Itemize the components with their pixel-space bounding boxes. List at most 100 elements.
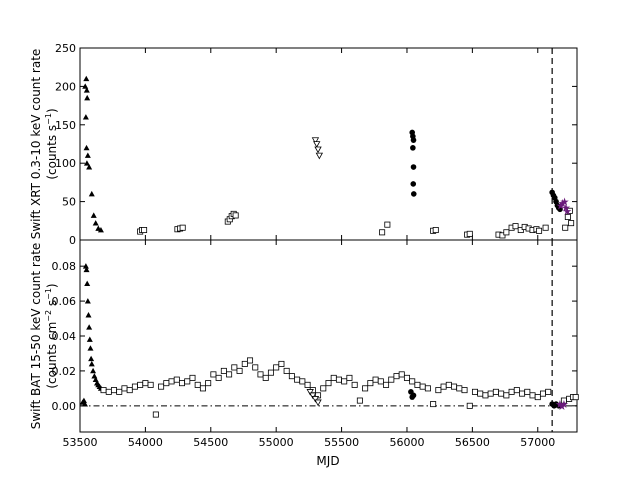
xrt-point-triangle-down bbox=[313, 141, 321, 148]
bat-point-square bbox=[409, 378, 416, 385]
bat-point-square bbox=[466, 402, 473, 409]
bat-point-triangle bbox=[91, 373, 98, 379]
xrt-point-triangle bbox=[84, 152, 91, 158]
bat-y-axis-label: Swift BAT 15-50 keV count rate bbox=[29, 243, 43, 430]
xrt-point-square bbox=[466, 230, 473, 237]
bat-point-star: ★ bbox=[555, 398, 565, 411]
xrt-point-star: ★ bbox=[560, 196, 570, 209]
xrt-point-square bbox=[379, 229, 386, 236]
bat-point-square bbox=[247, 357, 254, 364]
bat-point-square bbox=[226, 371, 233, 378]
xrt-point-circle bbox=[410, 137, 417, 143]
xrt-point-square bbox=[499, 232, 506, 239]
bat-y-tick-label: 0.04 bbox=[52, 330, 77, 343]
xrt-point-square bbox=[232, 212, 239, 219]
xrt-panel: 0 50 100 150 200 250 ★★★★★ Swift XRT 0.3-10 k… bbox=[29, 42, 578, 247]
xrt-point-triangle bbox=[92, 220, 99, 226]
x-tick-label: 53500 bbox=[63, 436, 98, 449]
bat-y-tick-label: 0.02 bbox=[52, 365, 77, 378]
xrt-point-square bbox=[536, 227, 543, 234]
bat-point-triangle bbox=[86, 336, 93, 342]
bat-point-triangle bbox=[85, 312, 92, 318]
bat-point-triangle-down bbox=[306, 389, 314, 396]
bat-point-square bbox=[383, 381, 390, 388]
xrt-point-triangle bbox=[97, 227, 104, 233]
xrt-point-square bbox=[566, 207, 573, 214]
bat-point-square bbox=[163, 380, 170, 387]
xrt-y-tick-label: 250 bbox=[55, 42, 76, 55]
x-tick-label: 56500 bbox=[455, 436, 490, 449]
bat-point-triangle bbox=[90, 367, 97, 374]
x-tick-label: 55000 bbox=[259, 436, 294, 449]
bat-point-square bbox=[341, 378, 348, 385]
bat-point-square bbox=[179, 380, 186, 387]
xrt-point-triangle-down bbox=[315, 152, 324, 160]
xrt-point-triangle bbox=[83, 160, 90, 166]
bat-point-square bbox=[492, 388, 499, 395]
xrt-point-square bbox=[384, 221, 391, 228]
bat-y-tick-label: 0.00 bbox=[52, 400, 77, 413]
bat-y-units-text: (counts cm bbox=[45, 322, 59, 389]
bat-y-units-sup1: −2 bbox=[44, 310, 53, 322]
xrt-data-points: ★★★★★ bbox=[82, 75, 575, 239]
xrt-point-triangle bbox=[86, 164, 93, 170]
bat-point-square bbox=[320, 385, 327, 392]
xrt-point-square bbox=[568, 220, 575, 227]
bat-point-square bbox=[445, 381, 452, 388]
bat-point-square bbox=[419, 383, 426, 390]
bat-point-square bbox=[231, 364, 238, 371]
xrt-point-square bbox=[564, 213, 571, 220]
bat-point-square bbox=[111, 387, 118, 394]
bat-point-square bbox=[461, 387, 468, 394]
xrt-point-star: ★ bbox=[556, 199, 566, 212]
bat-point-square bbox=[267, 369, 274, 376]
bat-point-square bbox=[440, 383, 447, 390]
bat-point-square bbox=[168, 378, 175, 385]
bat-point-square bbox=[288, 373, 295, 380]
bat-point-square bbox=[257, 371, 264, 378]
bat-point-square bbox=[100, 387, 107, 394]
x-tick-label: 54500 bbox=[193, 436, 228, 449]
bat-point-square bbox=[367, 380, 374, 387]
bat-point-square bbox=[215, 374, 222, 381]
xrt-point-square bbox=[562, 224, 569, 231]
xrt-point-triangle bbox=[83, 87, 90, 93]
xrt-point-circle bbox=[410, 164, 417, 170]
xrt-y-tick-label: 150 bbox=[55, 119, 76, 132]
xrt-point-square bbox=[432, 227, 439, 234]
xrt-y-ticks: 0 50 100 150 200 250 bbox=[55, 42, 577, 247]
bat-y-units-mid: s bbox=[45, 300, 59, 310]
bat-point-square bbox=[142, 380, 149, 387]
bat-point-triangle-down bbox=[311, 396, 320, 403]
bat-y-tick-label: 0.08 bbox=[52, 260, 77, 273]
xrt-point-triangle-down bbox=[314, 146, 322, 154]
bat-point-square bbox=[424, 385, 431, 392]
bat-point-square bbox=[477, 390, 484, 397]
bat-panel: 0.00 0.02 0.04 0.06 0.08 53500 54000 54500 5500… bbox=[29, 239, 579, 468]
bat-point-square bbox=[252, 364, 259, 371]
bat-point-square bbox=[534, 394, 541, 401]
bat-point-square bbox=[519, 390, 526, 397]
xrt-point-square bbox=[179, 224, 186, 231]
bat-point-triangle bbox=[84, 280, 91, 287]
bat-point-square bbox=[508, 388, 515, 395]
xrt-point-star: ★ bbox=[562, 205, 572, 218]
bat-point-square bbox=[487, 390, 494, 397]
bat-point-square bbox=[456, 385, 463, 392]
bat-point-square bbox=[304, 381, 311, 388]
bat-point-triangle bbox=[86, 324, 93, 330]
bat-data-points: ★★★ bbox=[79, 263, 579, 418]
bat-point-square bbox=[539, 390, 546, 397]
xrt-y-tick-label: 200 bbox=[55, 80, 76, 93]
xrt-point-circle bbox=[410, 181, 417, 187]
xrt-point-square bbox=[503, 229, 510, 236]
bat-point-square bbox=[121, 385, 128, 392]
xrt-point-star: ★ bbox=[558, 197, 568, 210]
xrt-y-tick-label: 0 bbox=[69, 234, 76, 247]
bat-point-square bbox=[451, 383, 458, 390]
bat-point-square bbox=[513, 387, 520, 394]
xrt-y-units-close: ) bbox=[45, 108, 59, 113]
x-tick-label: 54000 bbox=[128, 436, 163, 449]
bat-point-square bbox=[393, 373, 400, 380]
xrt-y-axis-units: (counts s−1) bbox=[44, 108, 59, 179]
